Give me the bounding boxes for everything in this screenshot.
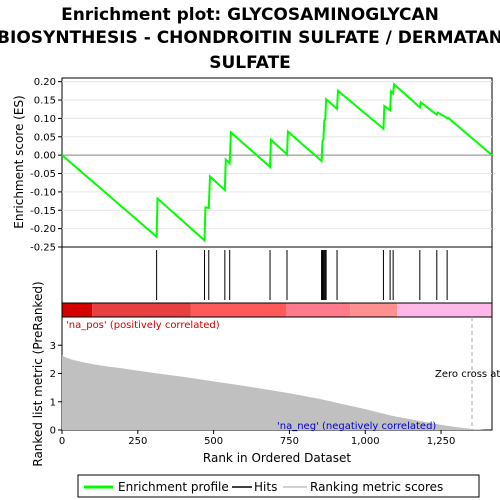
es-y-tick-label: 0.15 <box>34 96 56 107</box>
es-y-tick-label: -0.05 <box>30 169 56 180</box>
chart-title: Enrichment plot: GLYCOSAMINOGLYCAN BIOSY… <box>0 5 500 73</box>
legend-enrichment-label: Enrichment profile <box>118 480 229 494</box>
hits-panel-frame <box>61 246 493 304</box>
color-bar-segment <box>190 303 287 317</box>
metric-y-tick-label: 0 <box>50 426 56 437</box>
x-tick-label: 500 <box>204 436 223 447</box>
metric-y-tick-label: 3 <box>50 341 56 352</box>
metric-y-tick-label: 1 <box>50 397 56 408</box>
es-y-tick-label: 0.00 <box>34 151 56 162</box>
color-bar-segment <box>397 303 492 317</box>
x-tick-label: 1,250 <box>427 436 456 447</box>
es-y-axis-ticks: 0.20 0.15 0.10 0.05 0.00 -0.05 -0.10 -0.15 -0.20… <box>30 77 62 254</box>
es-panel-frame <box>61 77 493 248</box>
ranking-color-bar <box>62 303 492 317</box>
es-y-tick-label: -0.15 <box>30 206 56 217</box>
x-tick-label: 0 <box>59 436 65 447</box>
title-line-2: BIOSYNTHESIS - CHONDROITIN SULFATE / DER… <box>0 28 500 48</box>
zero-cross-label: Zero cross at 1 <box>435 369 500 380</box>
es-y-tick-label: -0.20 <box>30 224 56 235</box>
negative-correlation-label: 'na_neg' (negatively correlated) <box>277 421 436 432</box>
hit-marks <box>156 250 448 300</box>
metric-y-tick-label: 2 <box>50 369 56 380</box>
es-y-tick-label: 0.05 <box>34 132 56 143</box>
color-bar-segment <box>350 303 398 317</box>
metric-y-axis-label: Ranked list metric (PreRanked) <box>31 281 45 466</box>
legend-box <box>77 474 480 498</box>
x-axis-label: Rank in Ordered Dataset <box>203 451 351 465</box>
x-axis-ticks: 0 250 500 750 1,000 1,250 <box>59 430 456 447</box>
es-y-tick-label: 0.10 <box>34 114 56 125</box>
metric-y-axis-ticks: 0 1 2 3 <box>50 341 62 437</box>
es-y-axis-label: Enrichment score (ES) <box>12 95 26 228</box>
x-tick-label: 250 <box>128 436 147 447</box>
positive-correlation-label: 'na_pos' (positively correlated) <box>66 320 220 331</box>
color-bar-segment <box>286 303 351 317</box>
color-bar-segment <box>92 303 191 317</box>
color-bar-segment <box>62 303 93 317</box>
es-y-tick-label: -0.25 <box>30 243 56 254</box>
title-line-1: Enrichment plot: GLYCOSAMINOGLYCAN <box>61 5 439 25</box>
x-tick-label: 750 <box>280 436 299 447</box>
legend-metric-label: Ranking metric scores <box>310 480 443 494</box>
legend-hits-label: Hits <box>254 480 277 494</box>
x-tick-label: 1,000 <box>351 436 380 447</box>
ranking-metric-area <box>62 355 486 430</box>
enrichment-profile-line <box>61 82 493 243</box>
es-y-tick-label: -0.10 <box>30 187 56 198</box>
es-y-tick-label: 0.20 <box>34 77 56 88</box>
title-line-3: SULFATE <box>209 53 291 73</box>
